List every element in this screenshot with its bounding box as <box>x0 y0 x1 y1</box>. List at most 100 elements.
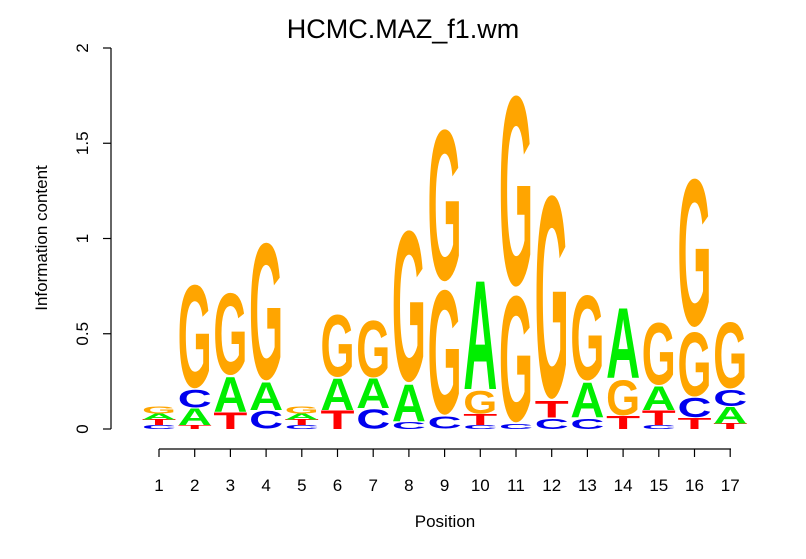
logo-letter-g: G <box>142 404 176 415</box>
logo-letter-c: C <box>570 415 604 432</box>
logo-letter-g: G <box>249 203 283 420</box>
logo-letter-c: C <box>428 413 462 433</box>
logo-letter-g: G <box>570 272 604 406</box>
logo-column-13: CAG <box>570 272 604 432</box>
x-tick-label: 2 <box>190 476 199 495</box>
y-tick-label: 2 <box>73 43 92 52</box>
y-tick-label: 0 <box>73 424 92 433</box>
logo-letter-t: T <box>642 406 676 430</box>
logo-letter-g: G <box>642 304 676 403</box>
y-axis-label: Information content <box>32 165 51 311</box>
logo-letter-g: G <box>285 404 319 415</box>
logo-letter-c: C <box>499 422 533 431</box>
logo-letter-t: T <box>606 412 640 433</box>
x-tick-label: 11 <box>507 476 525 495</box>
x-tick-label: 9 <box>440 476 449 495</box>
x-tick-label: 5 <box>297 476 306 495</box>
logo-letter-t: T <box>713 422 747 431</box>
logo-letter-g: G <box>678 137 712 371</box>
logo-letter-g: G <box>321 296 355 395</box>
logo-letter-a: A <box>392 374 426 433</box>
logo-letter-a: A <box>178 403 212 430</box>
logo-letter-a: A <box>606 287 640 400</box>
x-tick-label: 1 <box>154 476 163 495</box>
logo-letter-a: A <box>356 370 390 417</box>
logo-column-8: CAG <box>392 186 426 433</box>
logo-letter-g: G <box>463 384 497 421</box>
x-tick-label: 17 <box>721 476 740 495</box>
logo-letter-t: T <box>142 418 176 427</box>
logo-letter-a: A <box>249 375 283 419</box>
logo-letter-g: G <box>428 255 462 451</box>
logo-letter-c: C <box>463 425 497 431</box>
x-tick-label: 10 <box>471 476 490 495</box>
logo-letter-g: G <box>535 136 569 458</box>
logo-letter-t: T <box>213 408 247 435</box>
logo-column-14: TGA <box>606 287 640 433</box>
logo-letter-a: A <box>463 250 497 423</box>
x-tick-label: 4 <box>261 476 270 495</box>
logo-letter-t: T <box>285 418 319 427</box>
logo-letter-g: G <box>356 303 390 394</box>
logo-column-11: CGG <box>499 40 533 459</box>
logo-letter-g: G <box>678 314 712 416</box>
logo-letter-a: A <box>642 379 676 417</box>
logo-letter-a: A <box>713 402 747 429</box>
logo-letter-t: T <box>535 396 569 423</box>
logo-letter-c: C <box>678 393 712 424</box>
logo-letter-c: C <box>642 425 676 431</box>
logo-letter-c: C <box>285 425 319 431</box>
logo-letter-c: C <box>392 420 426 431</box>
logo-column-12: CTG <box>535 136 569 458</box>
logo-letter-c: C <box>178 386 212 414</box>
logo-letter-g: G <box>428 85 462 325</box>
logo-column-9: CGG <box>428 85 462 451</box>
x-tick-label: 7 <box>368 476 377 495</box>
logo-letter-c: C <box>356 404 390 435</box>
x-tick-label: 14 <box>614 476 633 495</box>
logo-letter-c: C <box>142 425 176 431</box>
logo-column-7: CAG <box>356 303 390 435</box>
logo-letter-a: A <box>285 412 319 421</box>
x-tick-label: 15 <box>649 476 668 495</box>
logo-letter-t: T <box>463 411 497 429</box>
logo-letter-t: T <box>321 406 355 435</box>
logo-letter-a: A <box>213 367 247 423</box>
logo-letter-g: G <box>392 186 426 426</box>
logo-letter-g: G <box>713 304 747 408</box>
x-tick-label: 3 <box>226 476 235 495</box>
x-axis: 1 2 3 4 5 6 7 8 9 10 11 12 13 14 15 16 17 <box>154 448 740 495</box>
y-tick-label: 1.5 <box>73 131 92 155</box>
chart-title: HCMC.MAZ_f1.wm <box>287 14 520 44</box>
logo-letter-a: A <box>321 369 355 420</box>
y-tick-label: 0.5 <box>73 322 92 346</box>
logo-column-3: TAG <box>213 269 247 434</box>
x-tick-label: 12 <box>542 476 561 495</box>
logo-letter-g: G <box>499 258 533 459</box>
logo-letter-g: G <box>178 254 212 418</box>
logo-letter-a: A <box>142 412 176 421</box>
logo-letter-t: T <box>178 424 212 430</box>
logo-letter-t: T <box>678 415 712 433</box>
logo-letter-a: A <box>570 373 604 429</box>
x-tick-label: 8 <box>404 476 413 495</box>
y-tick-label: 1 <box>73 234 92 243</box>
x-tick-label: 16 <box>685 476 704 495</box>
logo-letter-c: C <box>249 407 283 435</box>
x-tick-label: 6 <box>333 476 342 495</box>
logo-letter-g: G <box>606 370 640 427</box>
x-tick-label: 13 <box>578 476 597 495</box>
logo-letter-g: G <box>213 269 247 399</box>
logo-letter-g: G <box>499 40 533 342</box>
logo-letter-c: C <box>713 386 747 411</box>
logo-column-6: TAG <box>321 296 355 435</box>
